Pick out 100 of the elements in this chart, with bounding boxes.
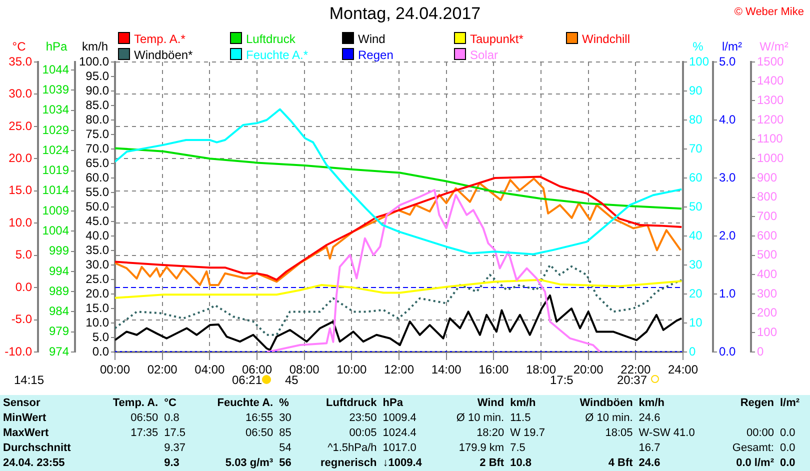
y2-axis-title: hPa [46,39,68,54]
y-tick-label: 100 [689,54,710,68]
text: Sensor Temp. A. °C Feuchte A. % Luftdruck hPa Wind km/h Windböen km/h Regen l/m² [3,396,800,409]
y3-tick-label: 600 [757,228,778,242]
y3-tick-label: 80.0 [86,112,110,126]
text: Durchschnitt 9.37 54 ^1.5hPa/h 1017.0 179.9 km 7.5 16.7 Gesamt: 0.0 [3,442,796,454]
legend-label: Windböen* [133,48,194,62]
y3-tick-label: 85.0 [86,98,110,112]
y3-tick-label: 400 [757,266,778,281]
y2-tick-label: 1019 [42,163,70,178]
y3-tick-label: 50.0 [86,199,110,214]
y3-tick-label: 20.0 [86,286,110,300]
y3-tick-label: 45.0 [86,214,110,228]
y-tick-label: -5.0 [11,312,32,326]
y2-tick-label: 3.0 [719,170,736,184]
y-tick-label: 70 [689,141,703,156]
y3-tick-label: 0 [757,344,764,358]
y3-tick-label: 75.0 [86,126,110,141]
y3-tick-label: 60.0 [86,170,110,184]
y3-tick-label: 100.0 [78,54,110,68]
y3-axis-title: km/h [82,39,108,54]
y2-tick-label: 1009 [42,203,70,218]
text: 24.04. 23:55 9.3 5.03 g/m³ 56 regnerisch ↓1009.4 2 Bft 10.8 4 Bft 24.6 0.0 l/m² 0.0 [3,457,796,470]
y2-axis-title: l/m² [722,39,742,54]
y3-tick-label: 1100 [757,132,784,146]
y-axis-title: % [692,39,704,54]
text: 14:15 [14,373,44,387]
y2-tick-label: 2.0 [719,228,736,242]
y3-tick-label: 40.0 [86,228,110,242]
y3-tick-label: 55.0 [86,184,110,199]
y-tick-label: 10.0 [8,215,32,230]
x-tick-label: 12:00 [384,362,414,377]
y2-tick-label: 1039 [42,82,70,97]
y2-tick-label: 974 [48,344,70,358]
y2-tick-label: 1044 [42,62,70,76]
legend-label: Windchill [581,32,632,46]
y2-tick-label: 979 [48,324,70,338]
y3-tick-label: 65.0 [86,156,110,170]
y2-tick-label: 1.0 [719,286,736,300]
y3-tick-label: 800 [757,190,778,204]
y-tick-label: 20 [689,286,703,300]
y3-tick-label: 5.0 [92,330,110,344]
y-tick-label: 20.0 [8,150,32,165]
x-tick-label: 14:00 [431,362,462,377]
y-tick-label: 90 [689,83,703,98]
y2-tick-label: 4.0 [719,112,736,126]
y3-tick-label: 0.0 [92,344,110,358]
x-tick-label: 02:00 [147,362,178,377]
y-tick-label: 0 [689,344,696,358]
x-tick-label: 10:00 [336,362,368,377]
y2-tick-label: 1014 [42,183,70,198]
y3-tick-label: 30.0 [86,257,110,272]
y-tick-label: 60 [689,170,703,184]
line-series [115,264,683,336]
legend-label: Temp. A.* [133,32,186,46]
text: Regen [357,48,394,62]
y3-tick-label: 200 [757,306,778,320]
y-tick-label: 25.0 [8,118,32,133]
y3-tick-label: 70.0 [86,141,110,156]
y-tick-label: 30 [689,257,703,272]
y3-axis-title: W/m² [760,39,788,54]
legend-label: Wind [357,32,386,46]
y3-tick-label: 10.0 [86,315,110,330]
x-tick-label: 24:00 [668,362,698,377]
y2-tick-label: 1034 [42,102,70,117]
y3-tick-label: 90.0 [86,83,110,98]
chart-title: Montag, 24.04.2017 [329,4,481,23]
y3-tick-label: 95.0 [86,68,110,83]
y-tick-label: 0.0 [15,280,32,294]
y2-tick-label: 0.0 [719,344,736,358]
y2-tick-label: 1029 [42,122,70,137]
text: MaxWert 17:35 17.5 06:50 85 00:05 1024.4 18:20 W 19.7 18:05 W-SW 41.0 00:00 0.0 [3,426,796,439]
y-tick-label: 5.0 [15,248,32,262]
y2-tick-label: 1024 [42,142,70,157]
y3-tick-label: 900 [757,170,778,184]
legend-label: Taupunkt* [469,32,524,46]
y3-tick-label: 1200 [757,112,784,126]
y-axis-title: °C [12,39,26,54]
y3-tick-label: 700 [757,208,778,223]
y-tick-label: 35.0 [8,54,32,68]
y3-tick-label: 500 [757,248,778,262]
x-tick-label: 00:00 [100,362,130,377]
text: Feuchte A.* [245,48,310,62]
y3-tick-label: 300 [757,286,778,300]
y2-tick-label: 994 [48,264,70,278]
y3-tick-label: 1400 [757,74,784,88]
y3-tick-label: 1500 [757,54,784,68]
y2-tick-label: 5.0 [719,54,736,68]
x-tick-label: 16:00 [478,362,510,377]
y3-tick-label: 1000 [757,150,784,165]
y-tick-label: 15.0 [8,183,32,198]
x-tick-label: 04:00 [194,362,226,377]
y3-tick-label: 100 [757,324,778,339]
y3-tick-label: 15.0 [86,300,110,315]
y-tick-label: -10.0 [4,344,32,358]
y3-tick-label: 1300 [757,92,784,107]
y2-tick-label: 999 [48,244,70,258]
y-tick-label: 40 [689,228,703,242]
y-tick-label: 30.0 [8,86,32,101]
y3-tick-label: 35.0 [86,242,110,257]
